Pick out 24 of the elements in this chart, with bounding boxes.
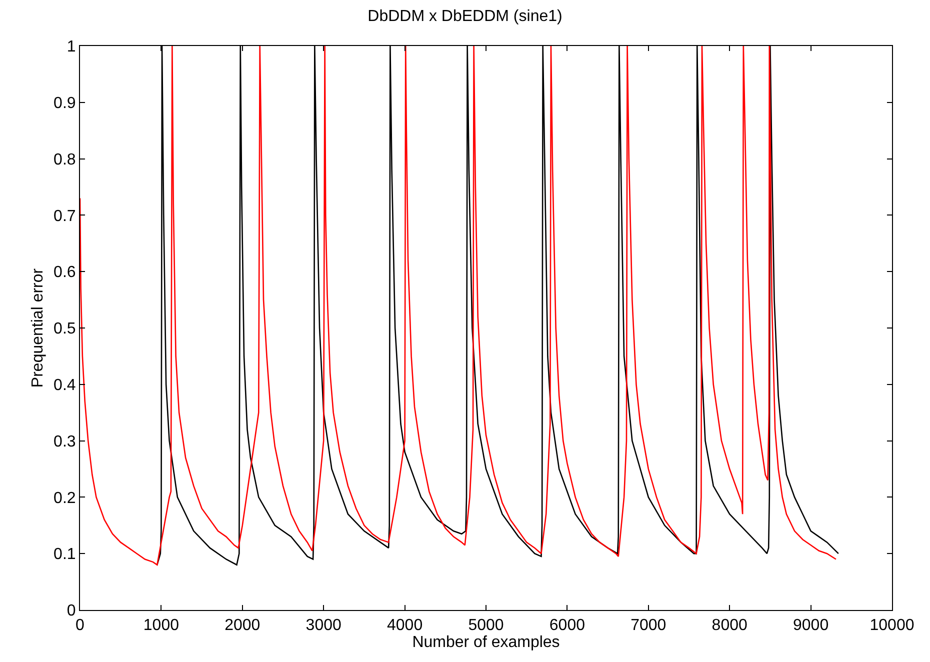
x-tick-label: 8000 <box>712 617 748 634</box>
x-axis-title: Number of examples <box>412 634 560 652</box>
x-tick-label: 6000 <box>549 617 586 634</box>
y-tick-label: 0.1 <box>54 546 76 564</box>
y-tick-label: 0.3 <box>54 433 76 450</box>
x-tick-label: 2000 <box>224 617 260 634</box>
y-tick-label: 0.8 <box>54 151 76 168</box>
y-tick-label: 0.9 <box>54 95 76 112</box>
y-tick-label: 0.5 <box>54 320 76 338</box>
x-tick-label: 9000 <box>793 617 829 634</box>
y-tick-label: 0.4 <box>54 377 76 394</box>
y-tick-label: 0.6 <box>54 264 76 282</box>
x-tick-label: 4000 <box>387 617 423 634</box>
x-tick-label: 10000 <box>870 617 914 634</box>
chart-title: DbDDM x DbEDDM (sine1) <box>368 8 562 26</box>
x-tick-label: 5000 <box>468 617 504 634</box>
x-tick-label: 1000 <box>143 617 180 634</box>
x-tick-label: 7000 <box>630 617 666 634</box>
y-tick-label: 1 <box>66 38 76 56</box>
y-tick-label: 0.7 <box>54 208 76 225</box>
y-axis-title: Prequential error <box>29 268 46 388</box>
y-tick-label: 0 <box>66 602 76 620</box>
x-tick-label: 3000 <box>306 617 342 634</box>
y-tick-label: 0.2 <box>54 490 76 507</box>
